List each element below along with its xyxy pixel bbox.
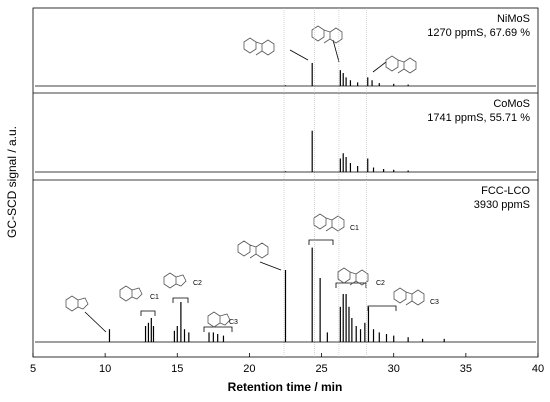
substituent-label: C1 xyxy=(150,294,159,301)
substituent-label: C3 xyxy=(229,319,238,326)
x-tick-label: 20 xyxy=(243,363,255,375)
substituent-label: C2 xyxy=(376,280,385,287)
x-tick-label: 15 xyxy=(171,363,183,375)
structure-icons xyxy=(65,25,425,328)
panel-name: CoMoS xyxy=(493,98,530,110)
panel-note: 3930 ppmS xyxy=(474,199,530,211)
panel-note: 1741 ppmS, 55.71 % xyxy=(427,112,530,124)
x-tick-label: 35 xyxy=(460,363,472,375)
x-tick-label: 25 xyxy=(315,363,327,375)
x-axis-label: Retention time / min xyxy=(228,380,343,394)
panel-frames xyxy=(32,7,539,358)
panel-note: 1270 ppmS, 67.69 % xyxy=(427,27,530,39)
substituent-label: C2 xyxy=(193,280,202,287)
arrows xyxy=(84,39,387,333)
y-axis-label: GC-SCD signal / a.u. xyxy=(5,126,19,238)
brackets xyxy=(140,239,397,332)
x-tick-label: 40 xyxy=(532,363,544,375)
substituent-label: C3 xyxy=(430,299,439,306)
panel-name: FCC-LCO xyxy=(481,185,530,197)
x-tick-label: 10 xyxy=(99,363,111,375)
x-tick-label: 5 xyxy=(30,363,36,375)
x-tick-label: 30 xyxy=(388,363,400,375)
panel-name: NiMoS xyxy=(497,13,530,25)
substituent-label: C1 xyxy=(350,225,359,232)
